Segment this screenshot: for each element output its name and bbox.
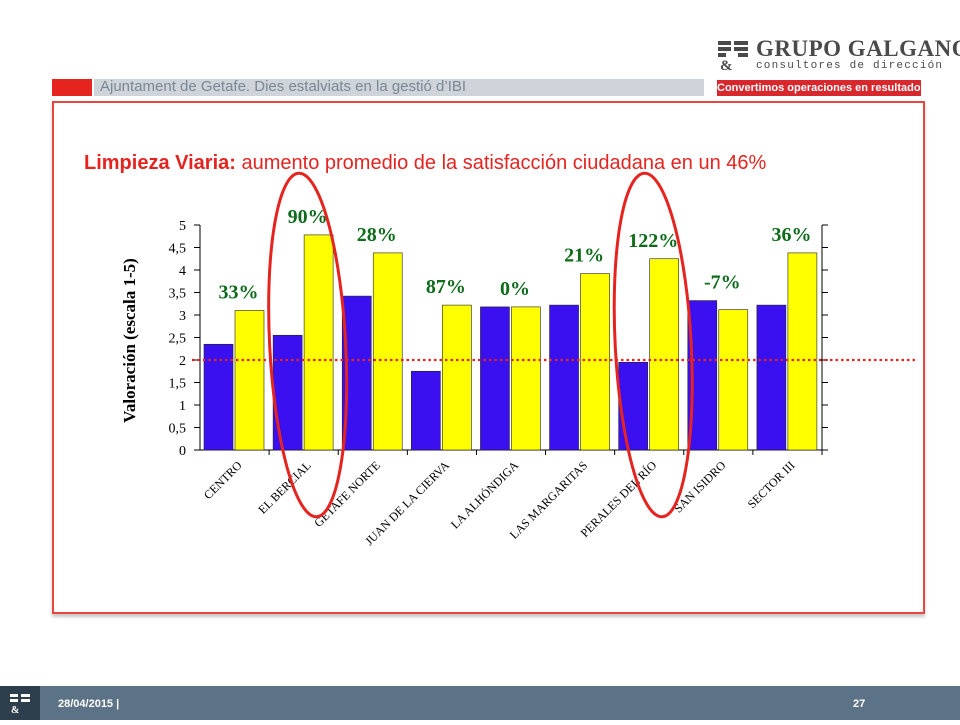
bar-series-1 (272, 334, 303, 451)
y-tick-label: 0 (179, 444, 186, 459)
bar-series-2 (511, 306, 541, 451)
bar-series-2 (442, 304, 472, 451)
bar-series-1 (756, 304, 787, 451)
x-tick-label: LA ALHÓNDIGA (448, 458, 522, 532)
bar-annotation: 28% (357, 224, 397, 246)
y-tick-label: 1 (179, 399, 186, 414)
x-tick-label: GETAFE NORTE (311, 458, 383, 530)
y-tick-label: 4 (179, 264, 186, 279)
bar-series-2 (649, 258, 679, 451)
slide-title-bold: Limpieza Viaria: (84, 152, 236, 174)
brand-name: GRUPO GALGANO (756, 36, 960, 61)
highlight-ellipse (267, 171, 349, 519)
bar-series-2 (580, 273, 610, 451)
bar-series-1 (480, 306, 510, 451)
page-number: 27 (853, 698, 866, 710)
bar-annotation: 122% (628, 230, 678, 252)
bar-series-2 (787, 252, 818, 451)
header-title-bar (94, 79, 704, 96)
y-tick-label: 3 (179, 309, 186, 324)
bar-annotation: 87% (426, 276, 466, 298)
slide-title: Limpieza Viaria: aumento promedio de la … (84, 152, 766, 175)
y-tick-label: 1,5 (169, 377, 187, 392)
y-axis-label: Valoración (escala 1-5) (120, 258, 139, 423)
x-tick-label: CENTRO (201, 458, 245, 502)
y-tick-label: 5 (179, 219, 186, 234)
bar-series-2 (372, 252, 403, 451)
footer-bar (0, 686, 960, 720)
header-title: Ajuntament de Getafe. Dies estalviats en… (100, 78, 467, 95)
highlight-ellipse (612, 171, 694, 519)
svg-text:&: & (720, 58, 733, 72)
header-accent-bar (52, 79, 92, 96)
bar-annotation: 90% (288, 206, 328, 228)
bar-series-1 (203, 343, 234, 451)
brand-slogan: Convertimos operaciones en resultados (717, 80, 927, 96)
bar-annotation: 33% (219, 282, 259, 304)
x-tick-label: SAN ISIDRO (671, 458, 729, 516)
svg-text:&: & (11, 705, 19, 716)
y-tick-label: 3,5 (169, 287, 187, 302)
bar-series-2 (718, 309, 749, 451)
bar-annotation: 0% (500, 278, 530, 300)
y-tick-label: 2 (179, 354, 186, 369)
logo-mark-icon: & (718, 41, 748, 72)
bar-annotation: -7% (704, 272, 741, 294)
brand-logo: & GRUPO GALGANO consultores de dirección (716, 36, 960, 96)
bar-annotation: 36% (771, 224, 811, 246)
x-tick-label: SECTOR III (745, 458, 798, 511)
footer-logo-icon: & (10, 694, 30, 716)
y-tick-label: 2,5 (169, 332, 187, 347)
bar-series-2 (303, 234, 334, 451)
bar-series-1 (411, 370, 441, 451)
bar-annotation: 21% (564, 245, 604, 267)
bar-series-2 (234, 310, 265, 451)
footer-date: 28/04/2015 | (58, 698, 120, 710)
footer-logo: & (0, 686, 40, 720)
y-tick-label: 0,5 (169, 422, 187, 437)
y-tick-label: 4,5 (169, 242, 187, 257)
brand-subtitle: consultores de dirección (756, 60, 944, 72)
slide-title-rest: aumento promedio de la satisfacción ciud… (241, 152, 767, 174)
bar-series-1 (549, 304, 579, 451)
bar-series-1 (618, 361, 648, 451)
x-tick-label: PERALES DEL RÍO (578, 458, 660, 540)
